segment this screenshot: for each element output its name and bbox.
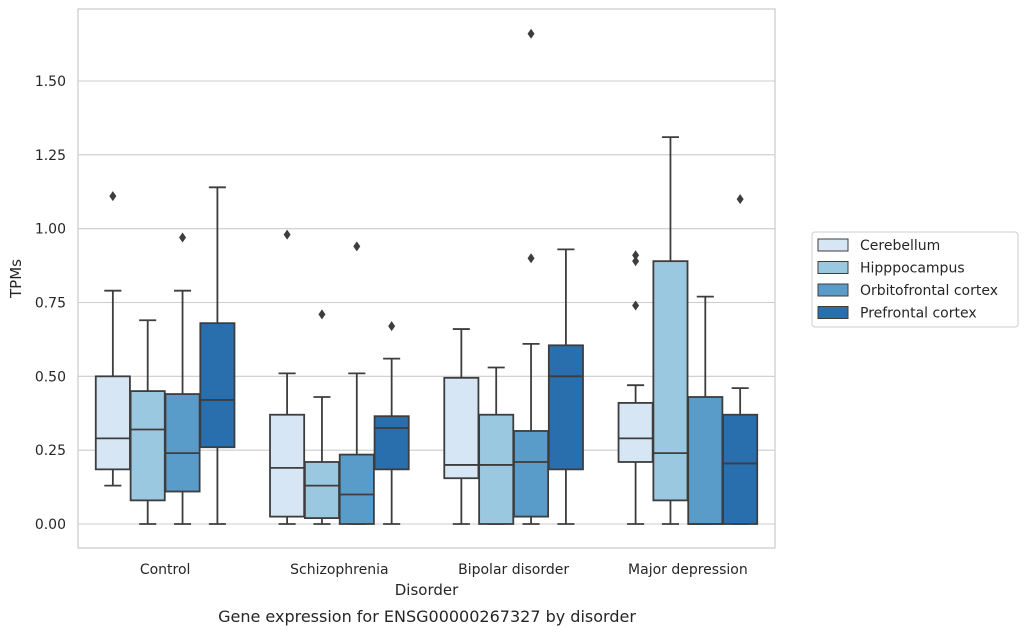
outlier-point bbox=[179, 232, 187, 243]
box-iqr bbox=[94, 375, 131, 471]
outlier-point bbox=[527, 28, 535, 39]
legend: Cerebellum Hipppocampus Orbitofrontal cort… bbox=[811, 231, 1019, 328]
y-tick-label: 0.50 bbox=[35, 369, 66, 385]
legend-label: Cerebellum bbox=[860, 238, 940, 254]
outlier-point bbox=[353, 241, 361, 252]
box-iqr bbox=[443, 376, 480, 480]
box-prefrontal-cortex bbox=[547, 248, 584, 525]
box-orbitofrontal-cortex bbox=[687, 295, 724, 525]
box-iqr bbox=[547, 344, 584, 471]
box-iqr bbox=[129, 390, 166, 502]
box-hipppocampus bbox=[129, 319, 166, 525]
box-hipppocampus bbox=[652, 136, 689, 525]
outlier-point bbox=[736, 194, 744, 205]
box-iqr bbox=[199, 322, 236, 449]
box-cerebellum bbox=[94, 191, 131, 487]
x-axis-ticks: Control Schizophrenia Bipolar disorder Majo… bbox=[140, 562, 748, 578]
legend-swatch bbox=[817, 261, 849, 274]
outlier-point bbox=[283, 229, 291, 240]
box-iqr bbox=[269, 413, 306, 518]
box-orbitofrontal-cortex bbox=[513, 28, 550, 525]
plot-frame bbox=[77, 8, 776, 549]
box-iqr bbox=[513, 430, 550, 518]
x-tick-label: Control bbox=[140, 562, 191, 578]
outlier-point bbox=[527, 253, 535, 264]
legend-label: Prefrontal cortex bbox=[860, 306, 977, 322]
legend-swatch bbox=[817, 283, 849, 297]
outlier-point bbox=[388, 321, 396, 332]
legend-swatch bbox=[817, 306, 849, 319]
outlier-point bbox=[632, 250, 640, 261]
box-iqr bbox=[687, 396, 724, 525]
box-iqr bbox=[164, 393, 201, 493]
x-axis-label: Disorder bbox=[395, 581, 459, 599]
legend-label: Orbitofrontal cortex bbox=[860, 283, 998, 299]
box-cerebellum bbox=[617, 250, 654, 525]
outlier-point bbox=[632, 300, 640, 311]
plot-area bbox=[94, 28, 759, 525]
box-prefrontal-cortex bbox=[722, 194, 759, 525]
x-tick-label: Major depression bbox=[628, 562, 748, 578]
box-prefrontal-cortex bbox=[199, 186, 236, 525]
box-orbitofrontal-cortex bbox=[164, 232, 201, 525]
outlier-point bbox=[109, 191, 117, 202]
y-tick-label: 0.25 bbox=[35, 443, 66, 459]
box-iqr bbox=[373, 415, 410, 471]
y-axis-label: TPMs bbox=[7, 259, 25, 299]
outlier-point bbox=[632, 256, 640, 267]
y-tick-label: 0.75 bbox=[35, 296, 66, 312]
box-iqr bbox=[617, 402, 654, 463]
box-cerebellum bbox=[269, 229, 306, 525]
x-tick-label: Bipolar disorder bbox=[458, 562, 569, 578]
box-cerebellum bbox=[443, 328, 480, 525]
legend-frame bbox=[811, 231, 1019, 328]
y-tick-label: 0.00 bbox=[35, 517, 66, 533]
box-iqr bbox=[478, 413, 515, 525]
x-tick-label: Schizophrenia bbox=[290, 562, 388, 578]
y-axis-ticks: 0.00 0.25 0.50 0.75 1.00 1.25 1.50 bbox=[35, 74, 66, 533]
legend-label: Hipppocampus bbox=[860, 261, 965, 277]
y-tick-label: 1.25 bbox=[35, 148, 66, 164]
box-orbitofrontal-cortex bbox=[338, 241, 375, 525]
box-iqr bbox=[338, 453, 375, 525]
chart-caption: Gene expression for ENSG00000267327 by d… bbox=[218, 607, 636, 626]
outlier-point bbox=[318, 309, 326, 320]
box-hipppocampus bbox=[478, 366, 515, 525]
box-iqr bbox=[722, 413, 759, 525]
legend-swatch bbox=[817, 238, 849, 252]
y-tick-label: 1.50 bbox=[35, 74, 66, 90]
box-hipppocampus bbox=[303, 309, 340, 525]
y-tick-label: 1.00 bbox=[35, 222, 66, 238]
box-prefrontal-cortex bbox=[373, 321, 410, 525]
box-iqr bbox=[652, 260, 689, 502]
box-iqr bbox=[303, 461, 340, 519]
